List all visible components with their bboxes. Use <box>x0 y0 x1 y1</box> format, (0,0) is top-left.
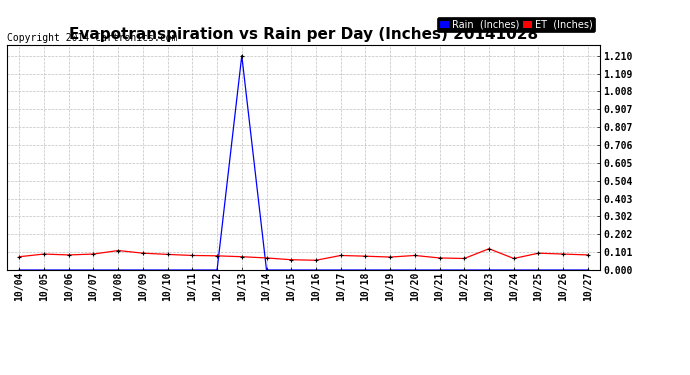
Title: Evapotranspiration vs Rain per Day (Inches) 20141028: Evapotranspiration vs Rain per Day (Inch… <box>69 27 538 42</box>
Legend: Rain  (Inches), ET  (Inches): Rain (Inches), ET (Inches) <box>437 17 595 32</box>
Text: Copyright 2014 Cartronics.com: Copyright 2014 Cartronics.com <box>7 33 177 43</box>
